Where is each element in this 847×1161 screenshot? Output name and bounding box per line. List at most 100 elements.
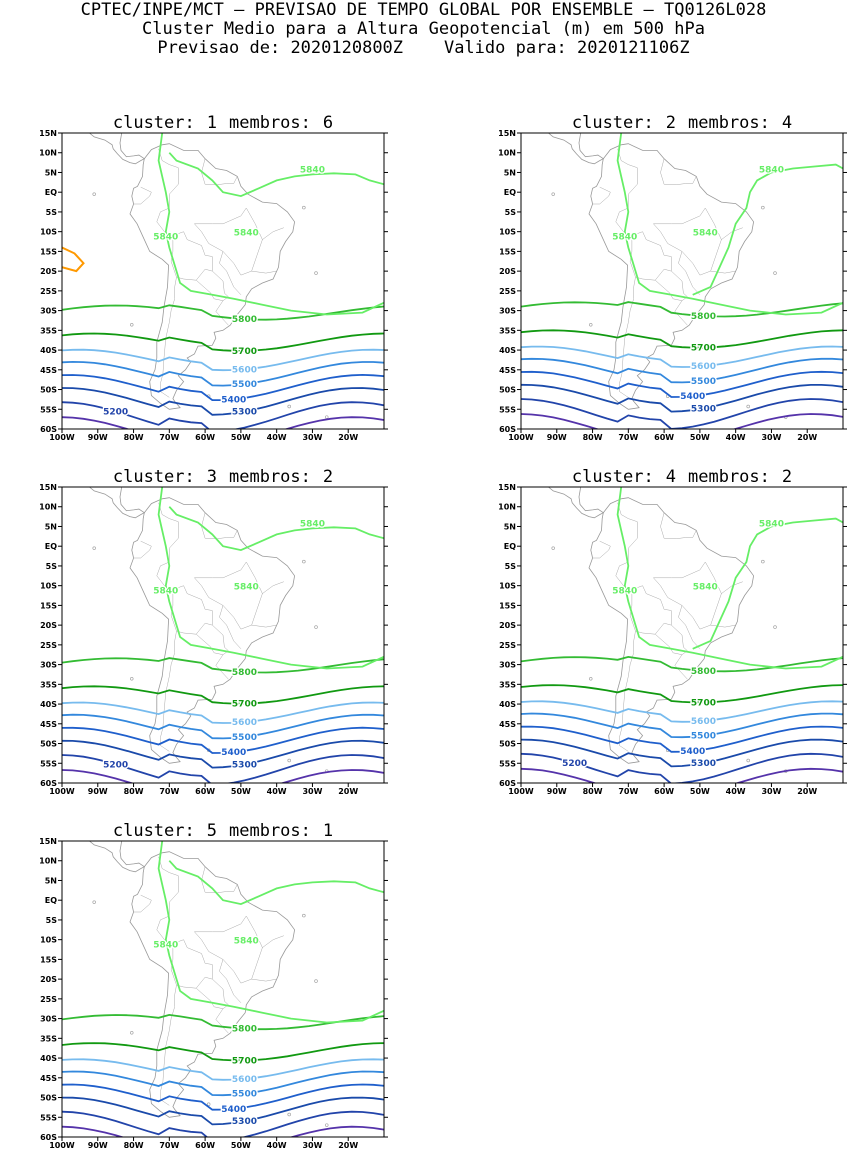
lat-label: 10N [39, 857, 57, 866]
contour-label: 5400 [221, 748, 246, 758]
country-border [193, 207, 247, 252]
contour-label: 5500 [691, 377, 716, 387]
lon-label: 100W [49, 1141, 75, 1150]
lat-label: 5N [45, 522, 57, 531]
contour-label: 5500 [691, 732, 716, 742]
island [746, 404, 750, 409]
lon-label: 90W [88, 787, 108, 796]
country-border [156, 502, 179, 590]
island [551, 192, 555, 196]
contour-label: 5200 [562, 759, 587, 769]
country-border [219, 605, 242, 649]
country-border [196, 280, 224, 301]
contour-line [62, 360, 384, 387]
island [589, 677, 593, 681]
lat-label: 10N [39, 503, 57, 512]
contour-line [521, 738, 843, 768]
lat-label: 5N [45, 168, 57, 177]
lon-label: 20W [797, 787, 817, 796]
contour-line [692, 163, 843, 296]
country-border [222, 915, 263, 984]
contour-line [521, 725, 843, 753]
country-border [156, 856, 179, 944]
contour-line [157, 133, 384, 316]
country-border [721, 227, 743, 240]
members-number: 1 [322, 821, 334, 841]
contour-label: 5400 [680, 747, 705, 757]
contour-line [62, 304, 384, 321]
coastline [88, 841, 146, 873]
lat-label: 25S [40, 995, 57, 1004]
lat-label: 25S [499, 641, 516, 650]
lon-label: 80W [124, 787, 144, 796]
lon-label: 60W [195, 1141, 215, 1150]
country-border [655, 280, 683, 301]
island [130, 1031, 134, 1035]
country-border [678, 251, 701, 295]
lon-label: 90W [547, 787, 567, 796]
contour-label: 5300 [232, 408, 257, 418]
island [287, 1112, 291, 1117]
lat-label: 5N [504, 168, 516, 177]
lon-label: 100W [49, 433, 75, 442]
contour-label: 5300 [232, 760, 257, 770]
cluster-number: 5 [206, 821, 217, 841]
members-word: membros: [229, 467, 311, 487]
country-border [219, 251, 242, 295]
lat-label: 35S [499, 326, 516, 335]
country-border [133, 192, 152, 205]
lat-label: 35S [499, 680, 516, 689]
island [325, 415, 329, 419]
lat-label: 60S [40, 779, 57, 788]
country-border [140, 540, 152, 547]
lon-label: 40W [726, 787, 746, 796]
lat-label: 15S [499, 247, 516, 256]
contour-label: 5840 [153, 587, 178, 597]
contour-line [62, 713, 384, 740]
contour-line [62, 1058, 384, 1081]
contour-line [521, 767, 843, 783]
lat-label: 15N [39, 129, 57, 138]
lat-label: 55S [499, 405, 516, 414]
country-border [599, 540, 611, 547]
island [773, 271, 777, 275]
lat-label: 60S [40, 425, 57, 434]
lat-label: 45S [499, 366, 516, 375]
lon-label: 100W [49, 787, 75, 796]
lon-label: 70W [159, 433, 179, 442]
lat-label: 20S [40, 621, 57, 630]
lat-label: 50S [499, 386, 516, 395]
lon-label: 60W [654, 433, 674, 442]
contour-label: 5700 [232, 347, 257, 357]
contour-line [521, 383, 843, 413]
contour-label: 5840 [693, 583, 718, 593]
lat-label: 60S [499, 425, 516, 434]
coastline [88, 133, 146, 165]
contour-label: 5600 [232, 1075, 257, 1085]
lat-label: 5S [505, 562, 517, 571]
country-border [599, 186, 611, 193]
lat-label: 15N [39, 483, 57, 492]
cluster-number: 3 [206, 467, 217, 487]
lat-label: 30S [40, 1015, 57, 1024]
cluster-title: cluster: 5 membros: 1 [62, 821, 384, 841]
country-border [615, 148, 638, 236]
contour-label: 5600 [691, 717, 716, 727]
lat-label: 20S [499, 267, 516, 276]
island [287, 404, 291, 409]
contour-line [62, 401, 384, 429]
contour-label: 5840 [234, 229, 259, 239]
country-border [201, 512, 238, 539]
country-border [251, 978, 277, 982]
country-border [133, 900, 152, 913]
coastline [116, 101, 152, 112]
lat-label: 40S [40, 700, 57, 709]
lat-label: 55S [40, 1113, 57, 1122]
contour-line [616, 133, 843, 316]
contour-label: 5600 [232, 718, 257, 728]
lat-label: 60S [40, 1133, 57, 1142]
contour-line [521, 712, 843, 739]
coastline [575, 455, 611, 466]
lon-label: 70W [159, 787, 179, 796]
lat-label: 50S [499, 740, 516, 749]
